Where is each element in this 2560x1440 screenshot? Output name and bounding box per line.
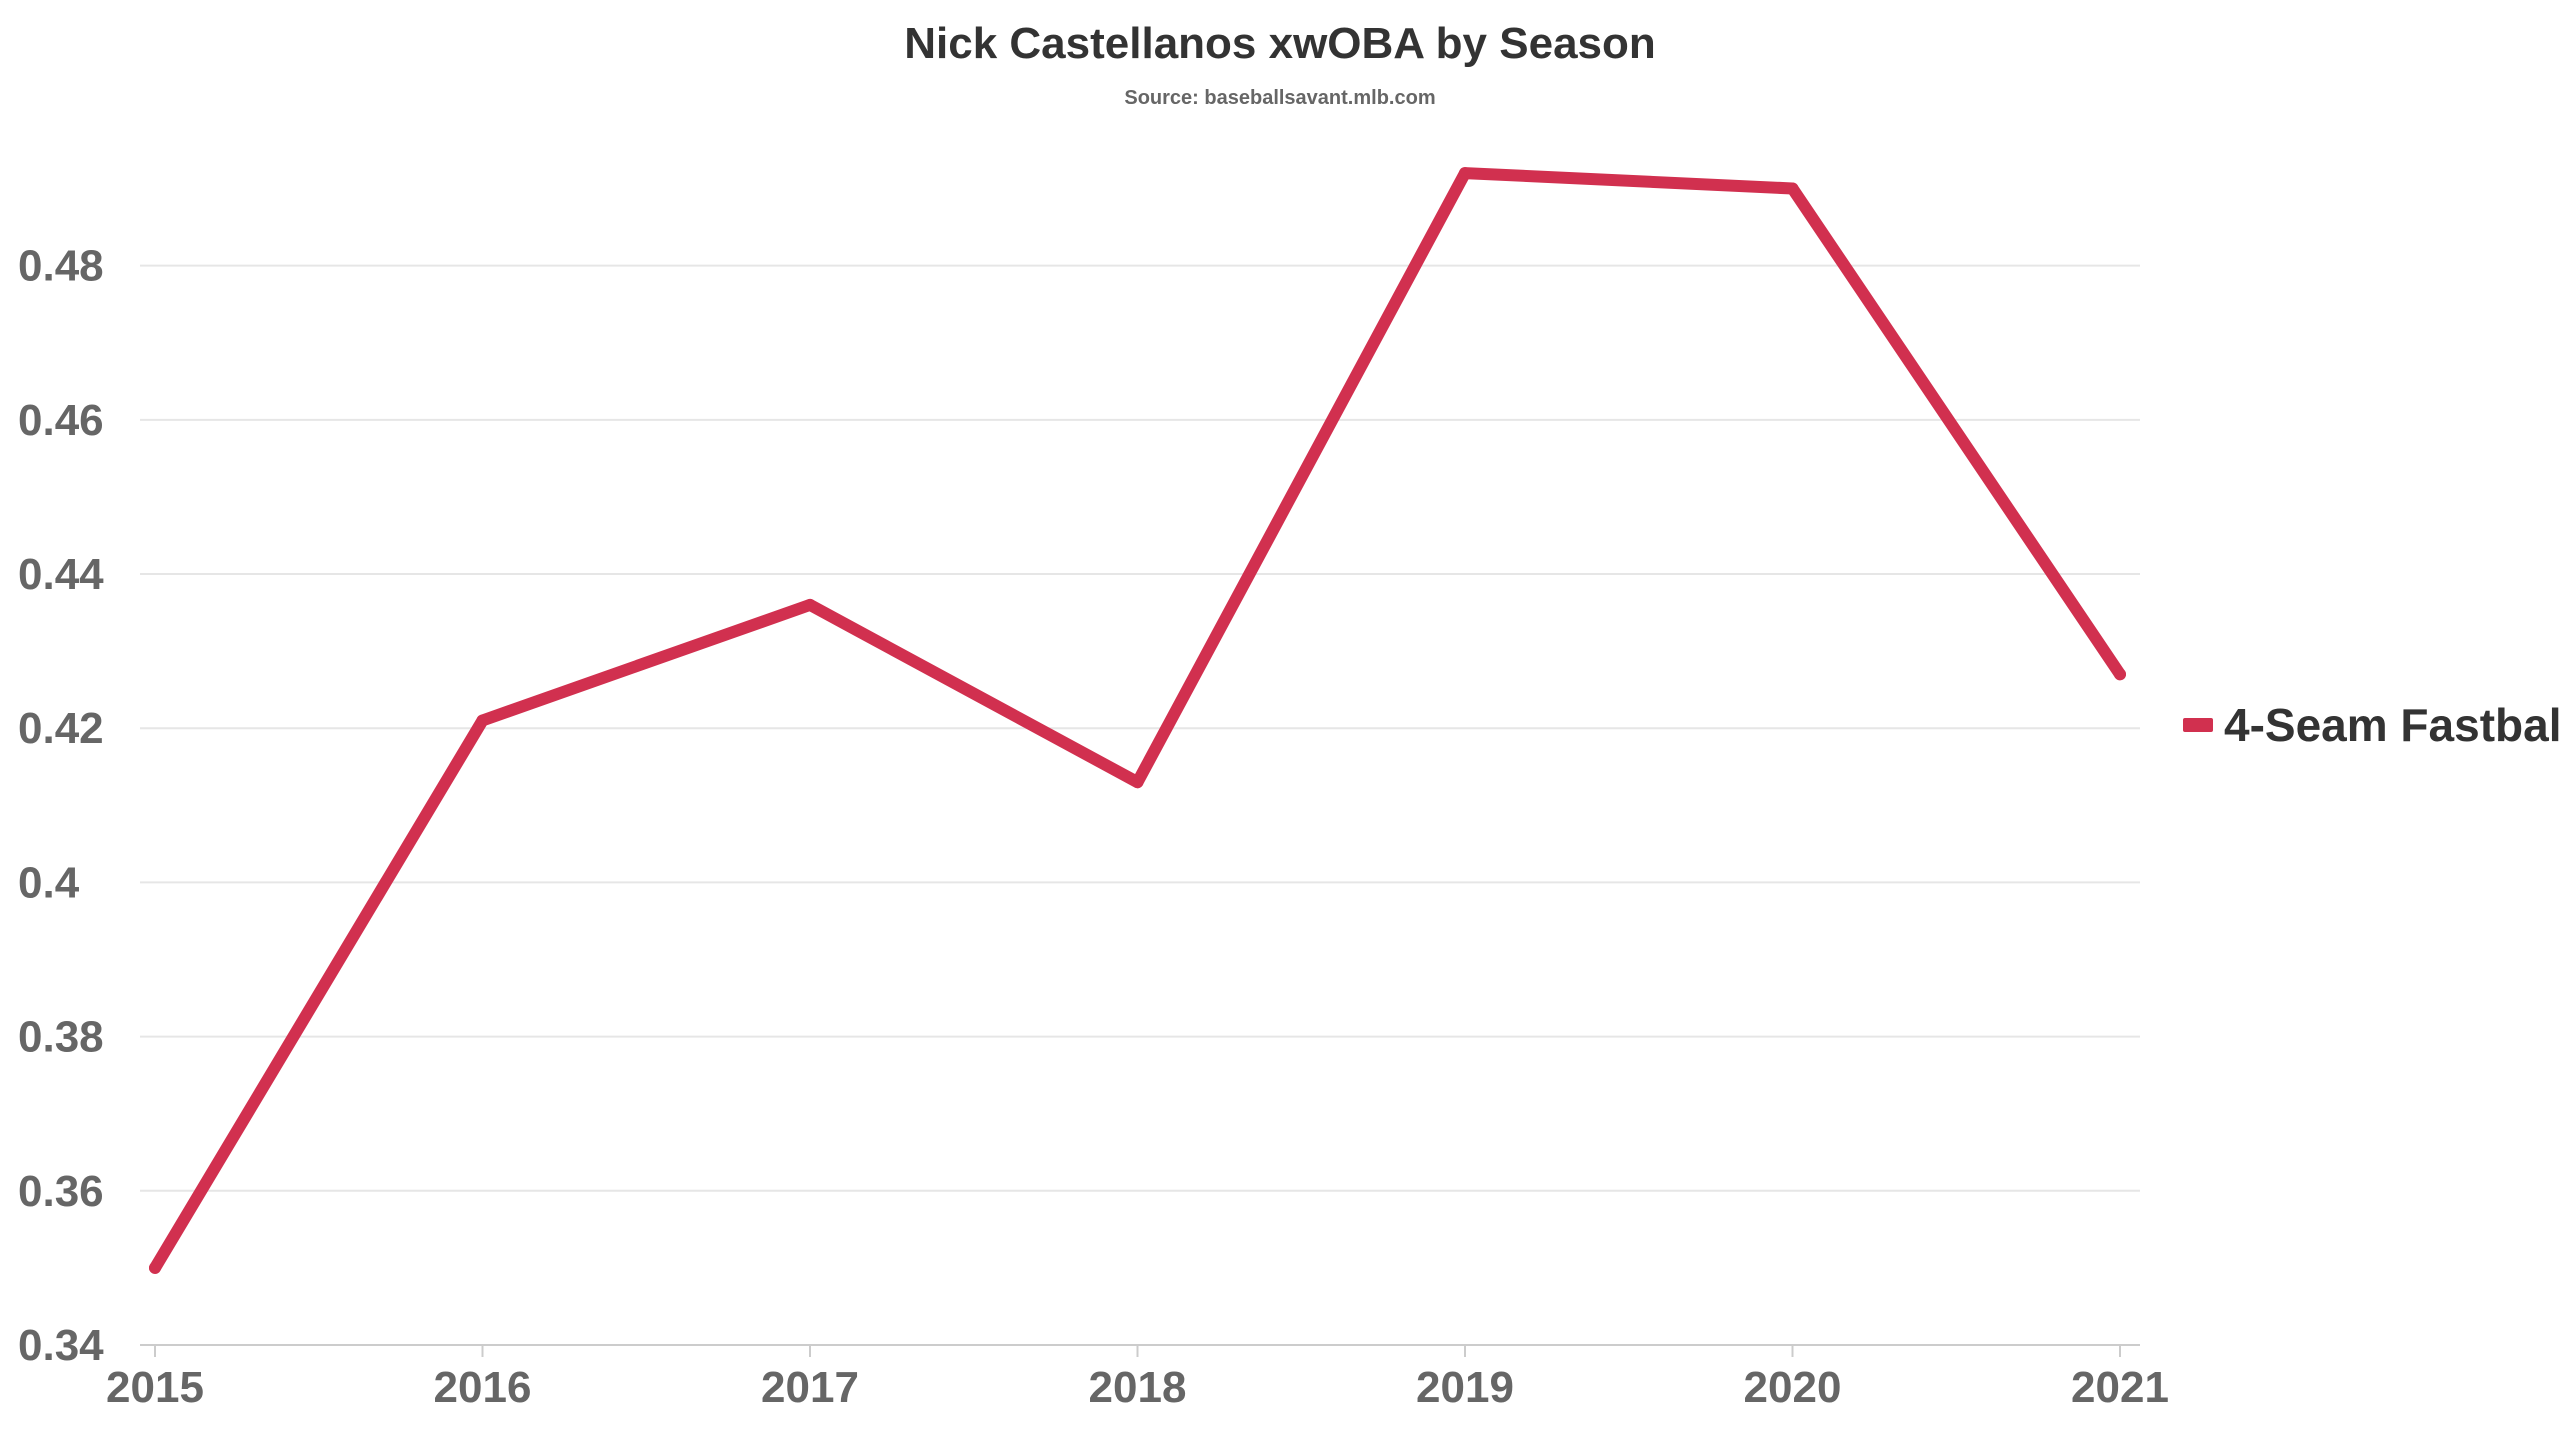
data-point[interactable] bbox=[1459, 167, 1471, 180]
data-point[interactable] bbox=[2114, 668, 2126, 681]
chart-subtitle: Source: baseballsavant.mlb.com bbox=[1124, 87, 1435, 109]
data-point[interactable] bbox=[149, 1261, 161, 1274]
x-axis-labels: 2015 2016 2017 2018 2019 2020 2021 bbox=[106, 1363, 2169, 1412]
y-tick-label: 0.44 bbox=[18, 550, 104, 599]
y-tick-label: 0.48 bbox=[18, 242, 104, 291]
x-tick-label: 2019 bbox=[1416, 1363, 1514, 1412]
x-tick-label: 2020 bbox=[1744, 1363, 1842, 1412]
y-tick-label: 0.4 bbox=[18, 858, 80, 907]
y-tick-label: 0.36 bbox=[18, 1167, 104, 1216]
series-layer bbox=[149, 167, 2126, 1274]
x-tick-label: 2015 bbox=[106, 1363, 204, 1412]
series-line bbox=[149, 167, 2126, 1274]
x-tick-label: 2017 bbox=[761, 1363, 859, 1412]
y-tick-label: 0.42 bbox=[18, 704, 104, 753]
legend-swatch bbox=[2183, 718, 2213, 732]
legend-label[interactable]: 4-Seam Fastball bbox=[2224, 699, 2560, 751]
x-tick-label: 2018 bbox=[1089, 1363, 1187, 1412]
y-axis-labels: 0.34 0.36 0.38 0.4 0.42 0.44 0.46 0.48 bbox=[18, 242, 104, 1370]
data-point[interactable] bbox=[476, 714, 489, 727]
data-point[interactable] bbox=[804, 598, 816, 611]
grid-lines bbox=[140, 264, 2140, 1192]
y-tick-label: 0.46 bbox=[18, 396, 104, 445]
legend[interactable]: 4-Seam Fastball bbox=[2183, 699, 2560, 751]
data-point[interactable] bbox=[1131, 776, 1144, 789]
y-tick-label: 0.34 bbox=[18, 1321, 104, 1370]
data-point[interactable] bbox=[1786, 182, 1799, 195]
chart-title: Nick Castellanos xwOBA by Season bbox=[904, 19, 1656, 68]
x-tick-label: 2021 bbox=[2071, 1363, 2169, 1412]
x-axis bbox=[140, 1344, 2140, 1357]
y-tick-label: 0.38 bbox=[18, 1013, 104, 1062]
x-tick-label: 2016 bbox=[434, 1363, 532, 1412]
